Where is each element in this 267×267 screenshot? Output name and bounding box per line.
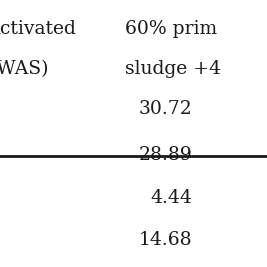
Text: (WAS): (WAS) [0, 60, 49, 78]
Text: 14.68: 14.68 [139, 231, 192, 249]
Text: sludge +4: sludge +4 [125, 60, 222, 78]
Text: activated: activated [0, 20, 76, 38]
Text: 4.44: 4.44 [150, 189, 192, 207]
Text: 30.72: 30.72 [139, 100, 192, 119]
Text: 60% prim: 60% prim [125, 20, 218, 38]
Text: 28.89: 28.89 [139, 146, 192, 164]
